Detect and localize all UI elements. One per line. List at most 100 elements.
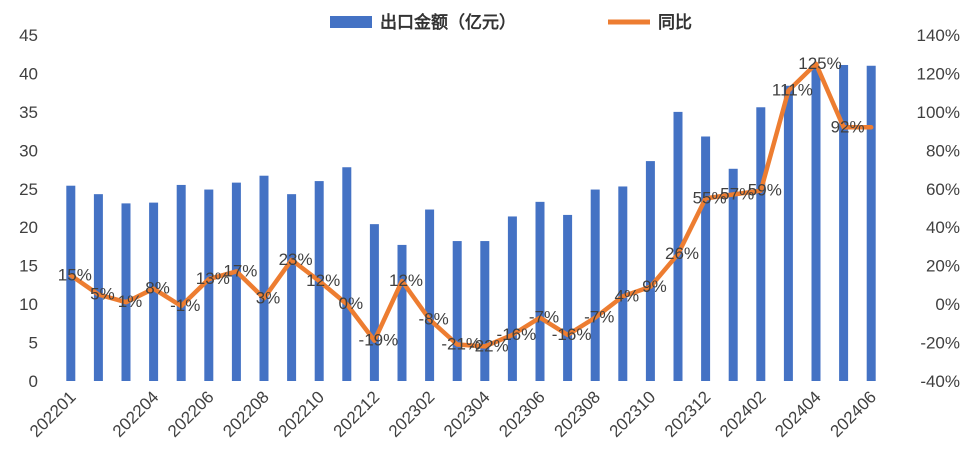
bar	[342, 167, 352, 381]
right-tick-label: 80%	[926, 141, 960, 160]
bar	[618, 186, 628, 381]
right-tick-label: 140%	[917, 26, 960, 45]
yoy-data-label: -19%	[359, 331, 399, 350]
left-tick-label: 30	[19, 141, 38, 160]
yoy-data-label: 55%	[693, 188, 727, 207]
left-tick-label: 5	[29, 334, 38, 353]
x-axis: 202201 202204 202206 202208 202210 202212 2023…	[26, 387, 880, 441]
yoy-data-label: -8%	[418, 309, 448, 328]
legend: 出口金额（亿元） 同比	[330, 12, 692, 33]
right-tick-label: 60%	[926, 180, 960, 199]
yoy-data-label: 15%	[58, 265, 92, 284]
x-tick-label: 202402	[716, 387, 770, 441]
bar	[507, 216, 517, 381]
x-tick-label: 202310	[606, 387, 660, 441]
right-tick-label: 40%	[926, 218, 960, 237]
yoy-data-label: 5%	[90, 285, 115, 304]
yoy-data-label: 17%	[223, 261, 257, 280]
bar	[204, 189, 214, 381]
line-series	[68, 61, 874, 349]
left-tick-label: 35	[19, 103, 38, 122]
x-tick-label: 202404	[771, 387, 825, 441]
x-tick-label: 202210	[274, 387, 328, 441]
bar	[93, 194, 103, 381]
bar	[425, 209, 435, 381]
x-tick-label: 202306	[495, 387, 549, 441]
x-tick-label: 202204	[109, 387, 163, 441]
bar	[66, 185, 76, 381]
x-tick-label: 202302	[385, 387, 439, 441]
bar	[149, 202, 159, 381]
right-tick-label: 100%	[917, 103, 960, 122]
yoy-data-label: -1%	[170, 296, 200, 315]
yoy-data-label: -16%	[497, 325, 537, 344]
bar	[839, 64, 849, 381]
left-tick-label: 45	[19, 26, 38, 45]
left-tick-label: 15	[19, 257, 38, 276]
yoy-data-label: 23%	[279, 250, 313, 269]
yoy-line	[68, 61, 874, 349]
right-tick-label: -40%	[920, 372, 960, 391]
bar	[756, 107, 766, 381]
yoy-data-label: 59%	[748, 181, 782, 200]
bar	[701, 136, 711, 381]
left-tick-label: 0	[29, 372, 38, 391]
bar	[645, 161, 655, 381]
x-tick-label: 202212	[330, 387, 384, 441]
bar	[176, 184, 186, 381]
legend-line-label: 同比	[658, 12, 692, 33]
bar	[590, 189, 600, 381]
yoy-data-label: 1%	[118, 292, 143, 311]
x-tick-label: 202304	[440, 387, 494, 441]
yoy-data-label: 57%	[720, 185, 754, 204]
bar	[811, 67, 821, 381]
yoy-data-label: -16%	[552, 325, 592, 344]
yoy-data-label: 13%	[196, 269, 230, 288]
yoy-data-label: -21%	[441, 334, 481, 353]
yoy-data-label: 3%	[256, 288, 281, 307]
x-tick-label: 202312	[661, 387, 715, 441]
right-tick-label: -20%	[920, 334, 960, 353]
bar	[369, 224, 379, 381]
right-tick-label: 120%	[917, 64, 960, 83]
yoy-data-label: 8%	[145, 279, 170, 298]
x-tick-label: 202201	[26, 387, 80, 441]
bar	[535, 201, 545, 381]
bar	[480, 241, 490, 381]
legend-bar-label: 出口金额（亿元）	[380, 12, 516, 33]
x-tick-label: 202208	[219, 387, 273, 441]
right-tick-label: 0%	[935, 295, 960, 314]
right-axis: -40% -20% 0% 20% 40% 60% 80% 100% 120% 140%	[917, 26, 960, 391]
data-labels: 15%5% 1%8%-1% 13%17% 3% 23% 12% 0% -19% 12% -8% -2…	[58, 54, 865, 356]
bar	[866, 65, 876, 381]
bar	[783, 85, 793, 381]
bar	[563, 214, 573, 381]
left-tick-label: 20	[19, 218, 38, 237]
yoy-data-label: 92%	[831, 117, 865, 136]
yoy-data-label: 26%	[665, 244, 699, 263]
bar	[397, 244, 407, 381]
right-tick-label: 20%	[926, 257, 960, 276]
yoy-data-label: 111%	[772, 81, 813, 100]
legend-bar-swatch	[330, 16, 372, 28]
bar-series	[66, 64, 876, 381]
bar	[673, 111, 683, 381]
yoy-data-label: 4%	[615, 286, 640, 305]
left-axis: 0 5 10 15 20 25 30 35 40 45	[19, 26, 38, 391]
yoy-data-label: 12%	[389, 271, 423, 290]
bar	[231, 182, 241, 381]
x-tick-label: 202308	[550, 387, 604, 441]
yoy-data-label: 9%	[642, 277, 667, 296]
bar	[287, 194, 297, 381]
bar	[728, 168, 738, 381]
left-tick-label: 40	[19, 64, 38, 83]
yoy-data-label: -7%	[584, 308, 614, 327]
yoy-data-label: 12%	[306, 271, 340, 290]
x-tick-label: 202206	[164, 387, 218, 441]
left-tick-label: 10	[19, 295, 38, 314]
yoy-data-label: -22%	[469, 336, 509, 355]
bar	[452, 241, 462, 381]
x-tick-label: 202406	[826, 387, 880, 441]
yoy-data-label: 0%	[339, 294, 364, 313]
